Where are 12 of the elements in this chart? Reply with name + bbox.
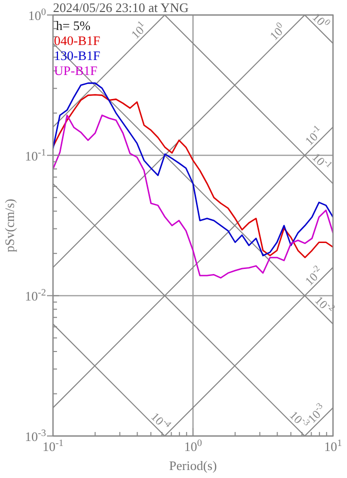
annotation: h= 5% <box>56 18 91 33</box>
chart-title: 2024/05/26 23:10 at YNG <box>53 0 189 15</box>
series-label: 130-B1F <box>54 48 100 63</box>
x-tick-label: 10$^{1}$ <box>324 438 342 454</box>
x-axis-title: Period(s) <box>169 458 217 473</box>
x-tick-label: 10$^{0}$ <box>184 438 202 454</box>
y-tick-label: 10$^{0}$ <box>28 6 46 23</box>
y-tick-label: 10$^{-1}$ <box>24 146 46 164</box>
text: UP-B1F <box>54 63 98 78</box>
y-axis-title: pSv(cm/s) <box>2 198 17 252</box>
y-tick-label: 10$^{-2}$ <box>24 287 46 304</box>
text: 040-B1F <box>54 33 100 48</box>
